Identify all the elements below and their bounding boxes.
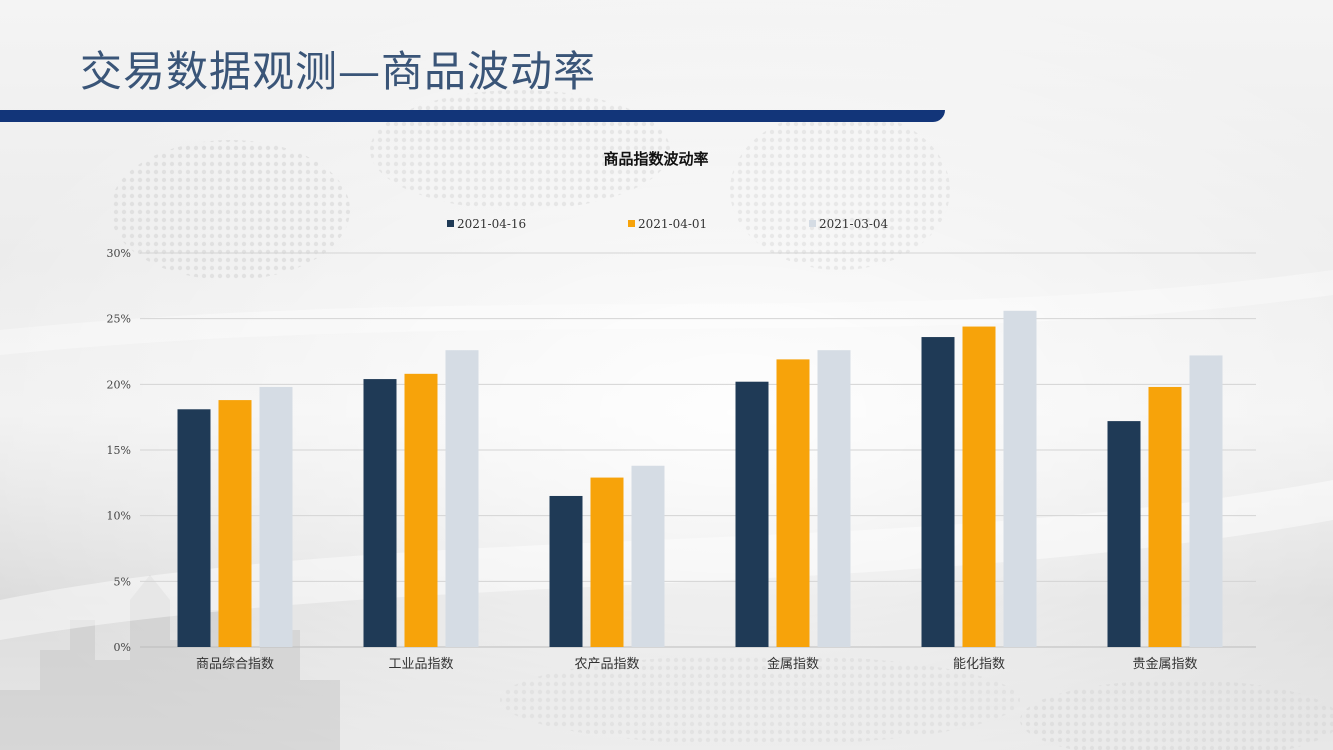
x-category-label: 农产品指数	[574, 657, 639, 672]
y-tick-label: 15%	[107, 444, 131, 457]
x-category-label: 能化指数	[953, 657, 1005, 672]
x-axis: 商品综合指数 工业品指数 农产品指数 金属指数 能化指数 贵金属指数	[196, 656, 1198, 672]
chart-gridlines	[140, 252, 1256, 648]
bar-2021-04-16-能化指数	[921, 337, 955, 647]
title-underline-bar	[0, 110, 945, 122]
bar-2021-04-16-贵金属指数	[1107, 421, 1141, 647]
legend-label: 2021-04-01	[638, 217, 707, 231]
bar-2021-04-16-商品综合指数	[177, 409, 211, 647]
bar-2021-04-01-贵金属指数	[1148, 386, 1182, 647]
legend-swatch	[447, 220, 454, 227]
slide-title: 交易数据观测—商品波动率	[80, 47, 597, 96]
bar-2021-03-04-金属指数	[817, 350, 851, 647]
x-category-label: 商品综合指数	[196, 657, 274, 672]
y-axis: 0% 5% 10% 15% 20% 25% 30%	[107, 247, 131, 654]
chart-title: 商品指数波动率	[603, 150, 708, 168]
y-tick-label: 25%	[107, 313, 131, 326]
bar-2021-03-04-能化指数	[1003, 310, 1037, 647]
x-category-label: 金属指数	[767, 656, 819, 672]
bar-2021-04-01-商品综合指数	[218, 400, 252, 647]
x-category-label: 工业品指数	[388, 657, 453, 672]
chart-bars	[177, 310, 1223, 647]
bar-2021-04-01-金属指数	[776, 359, 810, 647]
bar-2021-04-16-金属指数	[735, 381, 769, 647]
bar-2021-03-04-贵金属指数	[1189, 355, 1223, 647]
bar-2021-04-16-工业品指数	[363, 379, 397, 647]
y-tick-label: 20%	[107, 378, 131, 391]
legend-label: 2021-04-16	[457, 217, 526, 231]
legend-swatch	[809, 220, 816, 227]
bar-2021-04-01-农产品指数	[590, 477, 624, 647]
bar-2021-04-01-工业品指数	[404, 373, 438, 647]
legend-label: 2021-03-04	[819, 217, 889, 231]
legend-swatch	[628, 220, 635, 227]
chart-legend: 2021-04-16 2021-04-01 2021-03-04	[447, 217, 889, 231]
bar-2021-04-01-能化指数	[962, 326, 996, 647]
x-category-label: 贵金属指数	[1132, 656, 1197, 672]
bar-2021-03-04-农产品指数	[631, 465, 665, 647]
bar-2021-03-04-工业品指数	[445, 350, 479, 647]
bar-2021-04-16-农产品指数	[549, 495, 583, 647]
y-tick-label: 5%	[114, 575, 131, 588]
bar-2021-03-04-商品综合指数	[259, 386, 293, 647]
y-tick-label: 0%	[114, 641, 131, 654]
y-tick-label: 10%	[107, 510, 131, 523]
y-tick-label: 30%	[107, 247, 131, 260]
